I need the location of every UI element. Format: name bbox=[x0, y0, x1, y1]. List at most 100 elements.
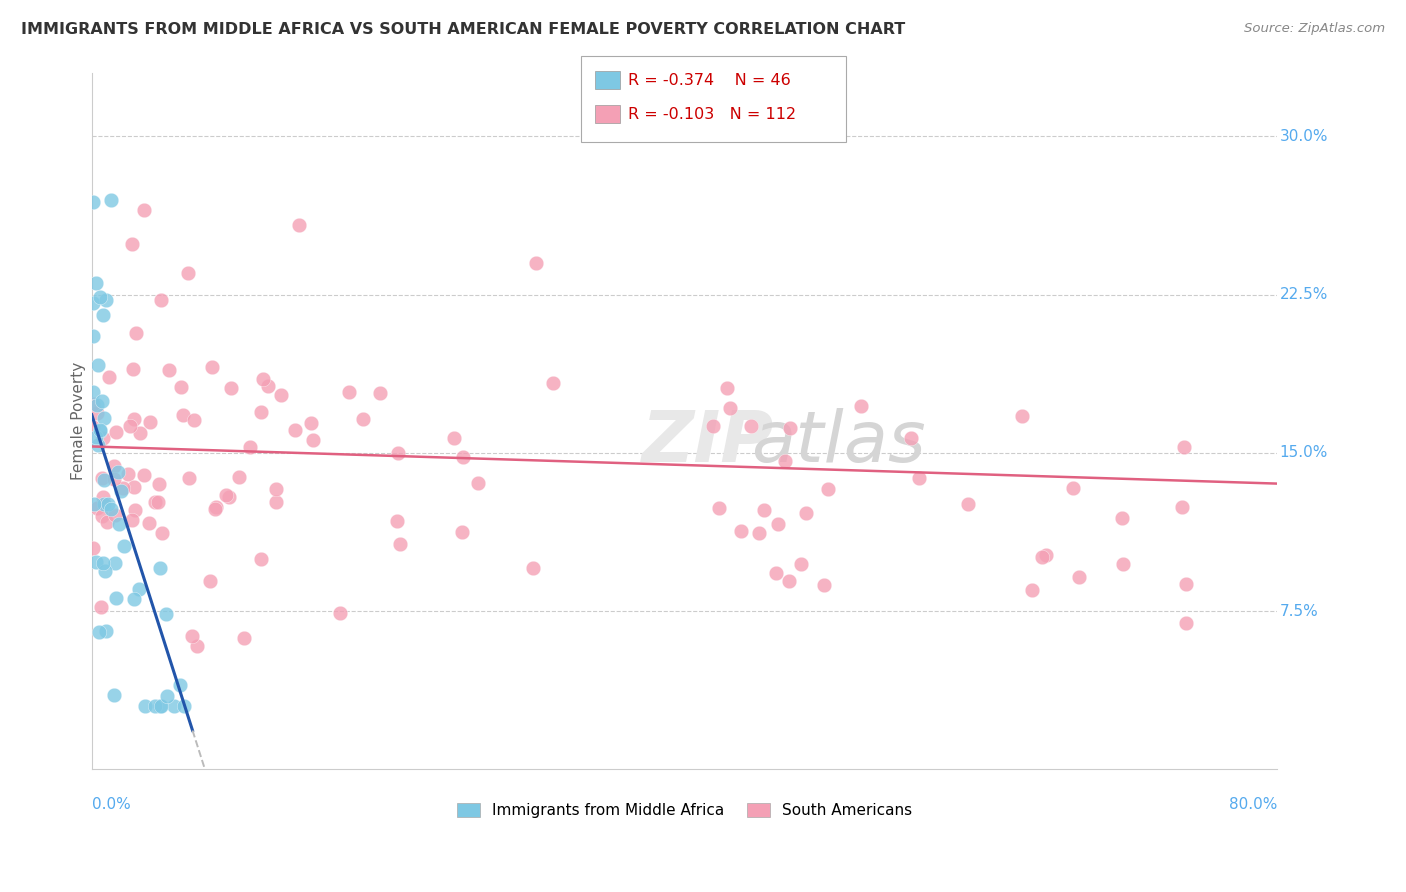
Point bbox=[748, 525, 770, 540]
Point bbox=[252, 372, 274, 386]
Point bbox=[124, 503, 146, 517]
Point bbox=[385, 514, 408, 528]
Point bbox=[1067, 569, 1090, 583]
Point bbox=[104, 557, 127, 571]
Point bbox=[104, 508, 127, 523]
Point bbox=[91, 394, 114, 409]
Point bbox=[388, 537, 411, 551]
Point bbox=[93, 473, 115, 487]
Text: atlas: atlas bbox=[751, 408, 925, 476]
Point bbox=[143, 698, 166, 713]
Point bbox=[849, 399, 872, 413]
Point bbox=[778, 574, 800, 588]
Text: 22.5%: 22.5% bbox=[1279, 287, 1327, 302]
Text: IMMIGRANTS FROM MIDDLE AFRICA VS SOUTH AMERICAN FEMALE POVERTY CORRELATION CHART: IMMIGRANTS FROM MIDDLE AFRICA VS SOUTH A… bbox=[21, 22, 905, 37]
Point bbox=[89, 625, 111, 640]
Point bbox=[718, 401, 741, 416]
Point bbox=[1170, 500, 1192, 514]
Point bbox=[183, 413, 205, 427]
Point bbox=[339, 384, 361, 399]
Text: 7.5%: 7.5% bbox=[1279, 604, 1319, 618]
Point bbox=[180, 629, 202, 643]
Point bbox=[239, 440, 262, 454]
Point bbox=[794, 506, 817, 520]
Point bbox=[451, 524, 474, 539]
Point bbox=[813, 578, 835, 592]
Point bbox=[82, 195, 104, 210]
Point bbox=[170, 380, 193, 394]
Point bbox=[1031, 549, 1053, 564]
Point bbox=[204, 502, 226, 516]
Point bbox=[329, 607, 352, 621]
Point bbox=[709, 501, 731, 516]
Point bbox=[443, 431, 465, 445]
Point bbox=[766, 516, 789, 531]
Point bbox=[90, 471, 112, 485]
Point bbox=[249, 551, 271, 566]
Point bbox=[218, 490, 240, 504]
Point bbox=[152, 526, 174, 541]
Point bbox=[467, 475, 489, 490]
Point bbox=[1021, 583, 1043, 598]
Point bbox=[94, 293, 117, 307]
Point bbox=[118, 418, 141, 433]
Point bbox=[107, 465, 129, 479]
Point bbox=[91, 509, 114, 524]
Point bbox=[96, 515, 118, 529]
Point bbox=[249, 405, 271, 419]
Point bbox=[186, 639, 208, 653]
Point bbox=[122, 412, 145, 426]
Legend: Immigrants from Middle Africa, South Americans: Immigrants from Middle Africa, South Ame… bbox=[450, 797, 918, 824]
Text: 30.0%: 30.0% bbox=[1279, 128, 1327, 144]
Point bbox=[107, 516, 129, 531]
Point bbox=[1111, 510, 1133, 524]
Point bbox=[1062, 481, 1084, 495]
Point bbox=[94, 564, 117, 578]
Point bbox=[299, 417, 322, 431]
Point bbox=[122, 361, 145, 376]
Point bbox=[103, 472, 125, 486]
Point bbox=[93, 497, 115, 511]
Text: R = -0.374    N = 46: R = -0.374 N = 46 bbox=[628, 73, 792, 87]
Text: 15.0%: 15.0% bbox=[1279, 445, 1327, 460]
Point bbox=[134, 698, 156, 713]
Point bbox=[82, 295, 104, 310]
Point bbox=[773, 453, 796, 467]
Point bbox=[215, 488, 238, 502]
Point bbox=[177, 471, 200, 485]
Point bbox=[105, 425, 128, 440]
Point bbox=[86, 398, 108, 412]
Point bbox=[84, 555, 107, 569]
Point bbox=[368, 385, 391, 400]
Point bbox=[132, 203, 155, 218]
Point bbox=[173, 698, 195, 713]
Point bbox=[87, 438, 110, 452]
Point bbox=[128, 425, 150, 440]
Point bbox=[177, 267, 200, 281]
Point bbox=[91, 491, 114, 505]
Y-axis label: Female Poverty: Female Poverty bbox=[72, 362, 86, 480]
Point bbox=[134, 467, 156, 482]
Point bbox=[288, 218, 311, 232]
Point bbox=[121, 236, 143, 251]
Point bbox=[908, 471, 931, 485]
Point bbox=[257, 379, 280, 393]
Point bbox=[730, 524, 752, 538]
Point bbox=[266, 494, 288, 508]
Point bbox=[149, 293, 172, 307]
Point bbox=[1175, 577, 1198, 591]
Point bbox=[352, 412, 374, 426]
Point bbox=[148, 477, 170, 491]
Text: 0.0%: 0.0% bbox=[91, 797, 131, 812]
Point bbox=[270, 388, 292, 402]
Point bbox=[93, 411, 115, 425]
Point bbox=[86, 429, 108, 443]
Point bbox=[169, 678, 191, 692]
Point bbox=[155, 607, 177, 622]
Point bbox=[82, 384, 104, 399]
Point bbox=[156, 690, 179, 704]
Point bbox=[84, 276, 107, 290]
Point bbox=[198, 574, 221, 588]
Point bbox=[453, 450, 475, 464]
Point bbox=[1173, 440, 1195, 454]
